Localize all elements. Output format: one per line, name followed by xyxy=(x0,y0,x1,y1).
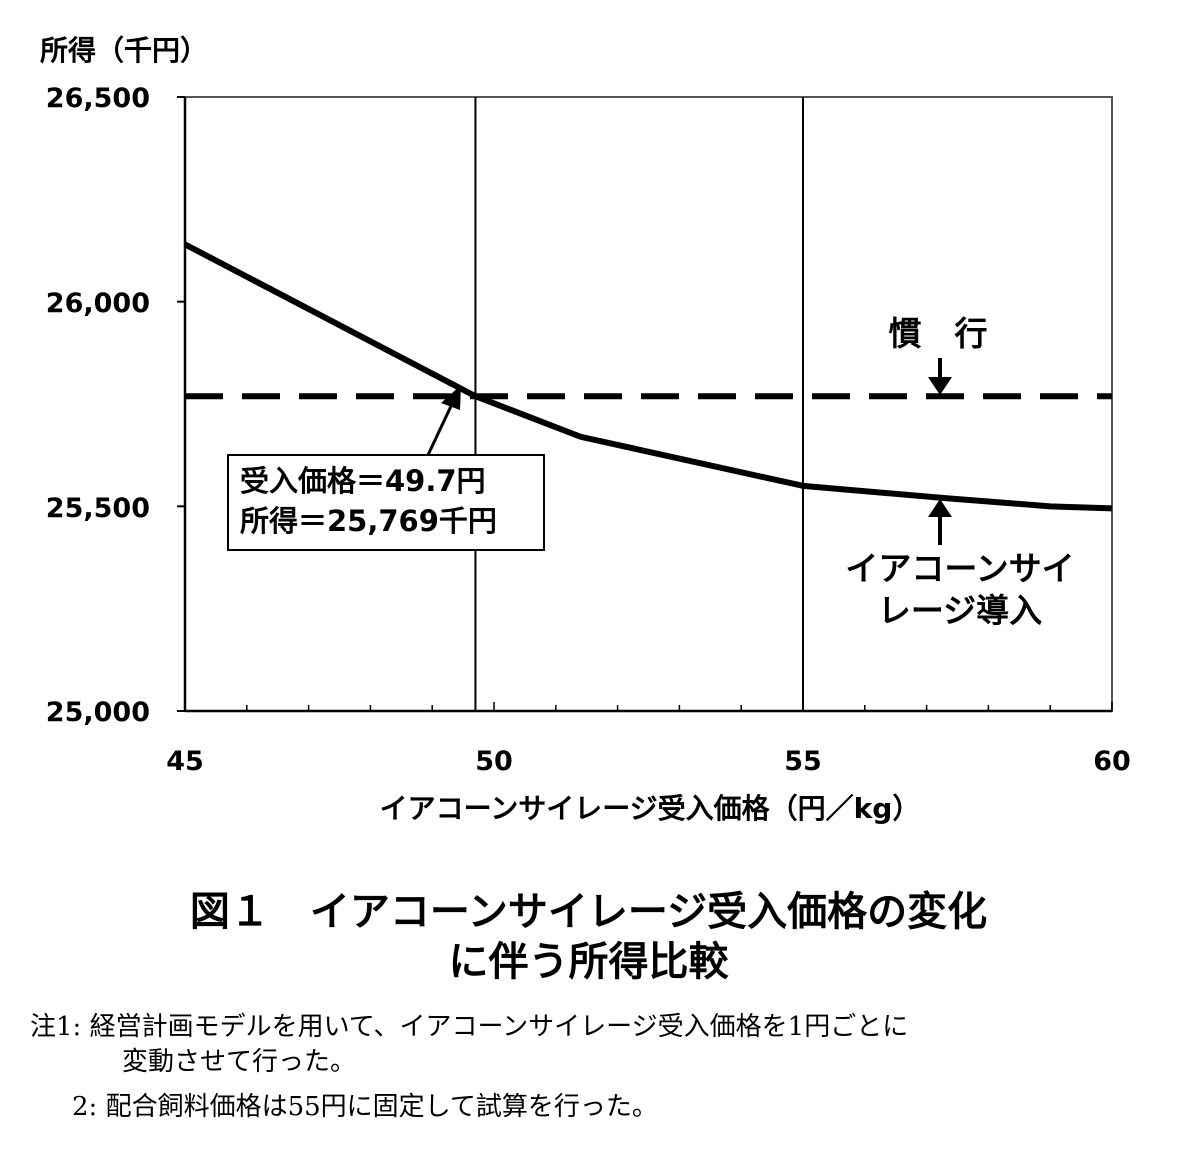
income-comparison-chart: 所得（千円） 26,500 26,000 25,500 25,000 45 50… xyxy=(40,34,1131,825)
x-tick-label: 55 xyxy=(784,746,822,777)
break-even-arrow-head xyxy=(441,385,461,410)
note-2: 2: 配合飼料価格は55円に固定して試算を行った。 xyxy=(72,1092,658,1122)
note-1-line2: 変動させて行った。 xyxy=(122,1047,357,1077)
y-axis-title: 所得（千円） xyxy=(40,34,208,67)
x-tick-label: 45 xyxy=(166,746,204,777)
x-axis-title: イアコーンサイレージ受入価格（円／kg） xyxy=(380,792,921,825)
break-even-arrow xyxy=(426,403,454,456)
break-even-price-text: 受入価格＝49.7円 xyxy=(240,464,486,498)
y-tick-label: 25,000 xyxy=(46,697,150,728)
figure-title-line2: に伴う所得比較 xyxy=(448,939,729,985)
ear-corn-label-line2: レージ導入 xyxy=(878,591,1042,630)
figure-title-line1: 図１ イアコーンサイレージ受入価格の変化 xyxy=(189,889,988,935)
data-series xyxy=(183,241,1113,512)
ear-corn-arrow-head xyxy=(928,499,952,517)
x-tick-label: 60 xyxy=(1093,746,1131,777)
y-tick-label: 26,000 xyxy=(46,288,150,319)
break-even-income-text: 所得＝25,769千円 xyxy=(240,504,497,538)
y-tick-label: 25,500 xyxy=(46,493,150,524)
conventional-label: 慣 行 xyxy=(889,314,988,353)
ear-corn-label-line1: イアコーンサイ xyxy=(845,549,1074,588)
conventional-arrow-head xyxy=(928,377,952,395)
reference-lines xyxy=(474,97,804,711)
note-1-line1: 注1: 経営計画モデルを用いて、イアコーンサイレージ受入価格を1円ごとに xyxy=(30,1012,909,1042)
break-even-box xyxy=(227,454,545,551)
x-tick-label: 50 xyxy=(475,746,513,777)
y-tick-label: 26,500 xyxy=(46,83,150,114)
